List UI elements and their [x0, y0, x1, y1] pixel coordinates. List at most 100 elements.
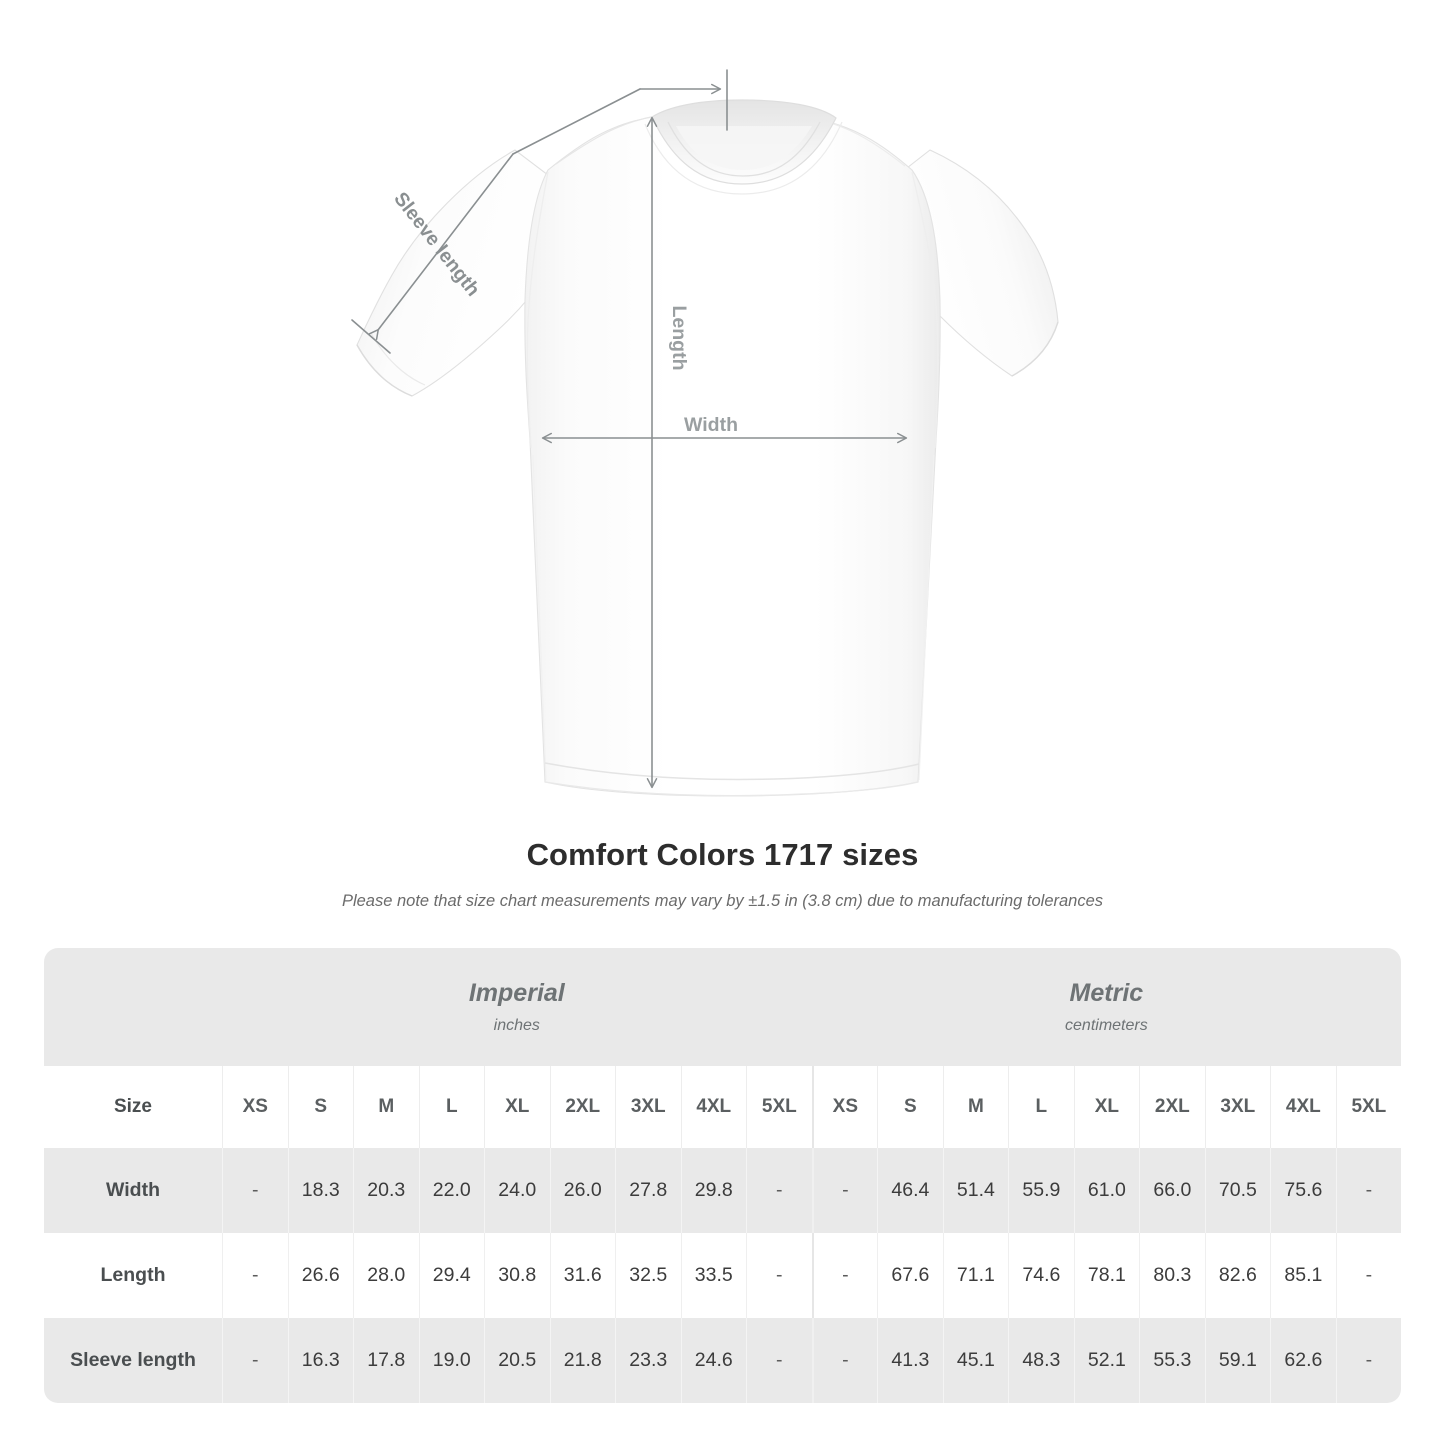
- cell-length-imperial-4xl: 33.5: [680, 1233, 746, 1319]
- measurement-annotations: [351, 69, 908, 789]
- size-header-cell-imperial-s: S: [287, 1066, 353, 1149]
- unit-header-metric: Metric centimeters: [811, 948, 1402, 1067]
- size-header-cell-metric-5xl: 5XL: [1335, 1066, 1402, 1149]
- tshirt-diagram: Sleeve length Length Width: [351, 69, 1059, 797]
- cell-width-imperial-xl: 24.0: [484, 1148, 550, 1234]
- unit-subtitle: inches: [493, 1016, 540, 1034]
- empty-value: -: [1365, 1264, 1373, 1287]
- cell-width-imperial-2xl: 26.0: [549, 1148, 615, 1234]
- cell-sleeve-length-metric-xs: -: [811, 1318, 878, 1404]
- cell-length-imperial-l: 29.4: [418, 1233, 484, 1319]
- size-header-cell-imperial-xs: XS: [222, 1066, 288, 1149]
- cell-sleeve-length-metric-xl: 52.1: [1073, 1318, 1140, 1404]
- cell-sleeve-length-imperial-3xl: 23.3: [615, 1318, 681, 1404]
- cell-sleeve-length-metric-2xl: 55.3: [1139, 1318, 1205, 1404]
- size-header-cell-imperial-2xl: 2XL: [549, 1066, 615, 1149]
- cell-width-metric-m: 51.4: [942, 1148, 1009, 1234]
- collar-inner-edge: [667, 121, 821, 177]
- cell-width-imperial-3xl: 27.8: [615, 1148, 681, 1234]
- cell-width-imperial-s: 18.3: [287, 1148, 353, 1234]
- size-chart-table: Imperial inches Metric centimeters Size XS S M L…: [44, 948, 1402, 1404]
- unit-banner-spacer: [44, 948, 222, 1067]
- empty-value: -: [776, 1179, 783, 1202]
- empty-value: -: [776, 1349, 783, 1372]
- unit-banner-row: Imperial inches Metric centimeters: [44, 948, 1402, 1067]
- right-sleeve-hem: [1011, 321, 1059, 377]
- cell-length-metric-2xl: 80.3: [1139, 1233, 1205, 1319]
- cell-width-metric-l: 55.9: [1008, 1148, 1074, 1234]
- cell-sleeve-length-imperial-2xl: 21.8: [549, 1318, 615, 1404]
- size-header-cell-imperial-3xl: 3XL: [615, 1066, 681, 1149]
- size-column-header: Size: [44, 1066, 222, 1149]
- right-side-seam: [918, 454, 935, 781]
- size-header-cell-metric-xl: XL: [1073, 1066, 1140, 1149]
- title-block: Comfort Colors 1717 sizes Please note th…: [0, 830, 1445, 912]
- unit-name: Metric: [1069, 979, 1144, 1008]
- cell-length-imperial-2xl: 31.6: [549, 1233, 615, 1319]
- size-header-cell-metric-3xl: 3XL: [1204, 1066, 1271, 1149]
- left-sleeve-hem: [356, 344, 413, 397]
- cell-width-imperial-5xl: -: [746, 1148, 812, 1234]
- sleeve-length-arrow: [368, 153, 514, 340]
- empty-value: -: [842, 1179, 849, 1202]
- length-label: Length: [668, 306, 690, 371]
- empty-value: -: [252, 1179, 259, 1202]
- cell-width-metric-s: 46.4: [877, 1148, 943, 1234]
- size-header-cell-metric-l: L: [1008, 1066, 1074, 1149]
- empty-value: -: [252, 1264, 259, 1287]
- collar-seam-outer: [644, 121, 843, 195]
- cell-sleeve-length-imperial-xs: -: [222, 1318, 288, 1404]
- sleeve-leader-diagonal: [512, 88, 641, 155]
- row-label-sleeve-length: Sleeve length: [44, 1318, 222, 1404]
- right-armhole-seam: [911, 171, 939, 449]
- cell-length-metric-5xl: -: [1335, 1233, 1402, 1319]
- cell-sleeve-length-metric-4xl: 62.6: [1270, 1318, 1336, 1404]
- size-header-cell-metric-4xl: 4XL: [1270, 1066, 1336, 1149]
- cell-width-imperial-m: 20.3: [353, 1148, 419, 1234]
- cell-width-imperial-xs: -: [222, 1148, 288, 1234]
- cell-length-metric-xs: -: [811, 1233, 878, 1319]
- bottom-hem-edge: [544, 781, 919, 797]
- cell-length-imperial-xs: -: [222, 1233, 288, 1319]
- empty-value: -: [842, 1349, 849, 1372]
- cell-length-metric-s: 67.6: [877, 1233, 943, 1319]
- cell-length-metric-m: 71.1: [942, 1233, 1009, 1319]
- cell-length-imperial-s: 26.6: [287, 1233, 353, 1319]
- cell-sleeve-length-imperial-s: 16.3: [287, 1318, 353, 1404]
- cell-width-metric-5xl: -: [1335, 1148, 1402, 1234]
- cell-length-metric-l: 74.6: [1008, 1233, 1074, 1319]
- left-side-seam: [532, 454, 547, 781]
- row-label-width: Width: [44, 1148, 222, 1234]
- cell-sleeve-length-metric-s: 41.3: [877, 1318, 943, 1404]
- cell-sleeve-length-imperial-5xl: -: [746, 1318, 812, 1404]
- cell-sleeve-length-imperial-4xl: 24.6: [680, 1318, 746, 1404]
- tolerance-note: Please note that size chart measurements…: [341, 891, 1104, 910]
- cell-sleeve-length-imperial-l: 19.0: [418, 1318, 484, 1404]
- size-header-cell-metric-2xl: 2XL: [1139, 1066, 1205, 1149]
- unit-subtitle: centimeters: [1065, 1016, 1148, 1034]
- empty-value: -: [1365, 1349, 1373, 1372]
- size-header-cell-imperial-m: M: [353, 1066, 419, 1149]
- cell-length-metric-xl: 78.1: [1073, 1233, 1140, 1319]
- page-title: Comfort Colors 1717 sizes: [526, 837, 919, 872]
- row-label-length: Length: [44, 1233, 222, 1319]
- neck-opening-shadow: [676, 126, 812, 170]
- tshirt-illustration: Sleeve length Length Width: [351, 69, 1059, 797]
- left-armhole-seam: [526, 171, 549, 449]
- size-header-cell-metric-m: M: [942, 1066, 1009, 1149]
- cell-width-metric-3xl: 70.5: [1204, 1148, 1271, 1234]
- cell-sleeve-length-imperial-m: 17.8: [353, 1318, 419, 1404]
- empty-value: -: [776, 1264, 783, 1287]
- cell-length-imperial-m: 28.0: [353, 1233, 419, 1319]
- cell-sleeve-length-metric-3xl: 59.1: [1204, 1318, 1271, 1404]
- empty-value: -: [842, 1264, 849, 1287]
- bottom-hem-line: [544, 762, 920, 781]
- sleeve-hem-tick: [351, 319, 391, 354]
- table-row: Width - 18.3 20.3 22.0 24.0 26.0 27.8 29.8 - - 46.4…: [44, 1148, 1402, 1234]
- size-header-cell-metric-xs: XS: [811, 1066, 878, 1149]
- size-table-wrap: Imperial inches Metric centimeters Size XS S M L…: [0, 912, 1445, 1404]
- cell-length-imperial-xl: 30.8: [484, 1233, 550, 1319]
- cell-sleeve-length-imperial-xl: 20.5: [484, 1318, 550, 1404]
- cell-width-metric-xl: 61.0: [1073, 1148, 1140, 1234]
- cell-width-imperial-l: 22.0: [418, 1148, 484, 1234]
